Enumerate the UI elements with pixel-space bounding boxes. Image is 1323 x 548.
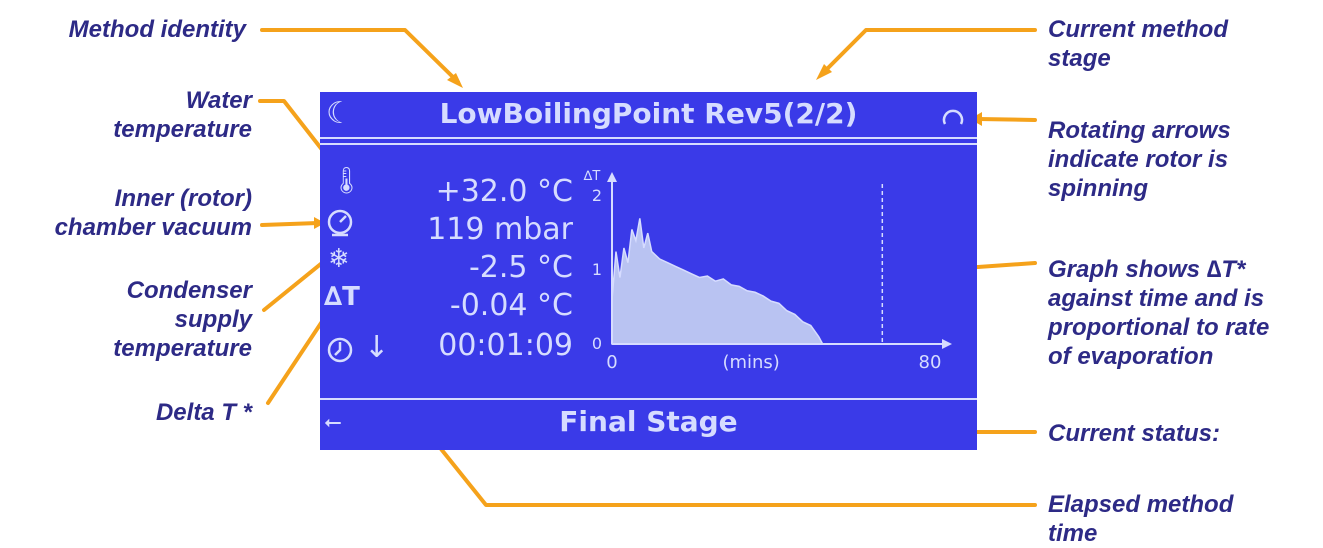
x-tick-label: 80 xyxy=(919,352,942,373)
delta-t-icon: ∆T xyxy=(324,282,360,312)
title-rule-top xyxy=(320,137,977,139)
label-delta-t: Delta T * xyxy=(155,399,252,426)
leader-inner-vacuum xyxy=(260,221,320,227)
down-arrow-icon: ↓ xyxy=(364,330,390,365)
leader-rotating xyxy=(976,117,1037,122)
elapsed-time-value: 00:01:09 xyxy=(438,328,573,363)
arrowhead-inner-vacuum xyxy=(314,217,325,229)
status-rule xyxy=(320,398,977,400)
label-graph-shows: Graph shows ∆T* against time and is prop… xyxy=(1048,256,1270,370)
label-condenser: Condenser supply temperature xyxy=(113,277,252,362)
rotating-arrows-icon xyxy=(942,109,964,125)
label-method-identity: Method identity xyxy=(68,16,246,43)
leader-current-stage xyxy=(820,28,1037,76)
leader-method-identity xyxy=(260,28,460,84)
vacuum-value: 119 mbar xyxy=(427,212,573,247)
label-rotating-arrows: Rotating arrows indicate rotor is spinni… xyxy=(1048,117,1231,202)
arrowhead-current-stage xyxy=(816,64,832,80)
label-elapsed-time: Elapsed method time xyxy=(1048,491,1234,547)
label-current-stage: Current method stage xyxy=(1048,16,1228,72)
usb-icon: ⭠ xyxy=(324,410,342,435)
label-current-status: Current status: xyxy=(1048,420,1221,447)
y-axis-arrow xyxy=(607,172,617,182)
y-axis-label: ∆T xyxy=(583,169,601,184)
y-tick-label: 1 xyxy=(592,260,602,279)
x-tick-label: 0 xyxy=(606,352,617,373)
status-text: Final Stage xyxy=(559,405,738,438)
arrowhead-method-identity xyxy=(447,73,463,88)
label-inner-vacuum: Inner (rotor) chamber vacuum xyxy=(54,185,252,241)
x-axis-arrow xyxy=(942,339,952,349)
condenser-temp-value: -2.5 °C xyxy=(468,250,573,285)
y-tick-label: 2 xyxy=(592,186,602,205)
y-tick-label: 0 xyxy=(592,334,602,353)
title-rule-bottom xyxy=(320,143,977,145)
series-area xyxy=(611,218,824,345)
method-title: LowBoilingPoint Rev5(2/2) xyxy=(439,97,858,130)
delta-t-value: -0.04 °C xyxy=(449,288,573,323)
water-temp-value: +32.0 °C xyxy=(435,174,573,209)
thermometer-icon: 🌡 xyxy=(330,166,364,196)
device-screen: ☾ LowBoilingPoint Rev5(2/2) 🌡 ❄ ∆T +32.0… xyxy=(320,92,977,450)
delta-t-chart: 0 1 2 0 80 (mins) ∆T xyxy=(583,169,952,373)
vacuum-gauge-icon xyxy=(327,209,353,237)
moon-icon: ☾ xyxy=(326,96,353,131)
clock-icon xyxy=(327,337,353,363)
leader-water-temp xyxy=(258,99,336,167)
label-water-temperature: Water temperature xyxy=(113,87,252,143)
snowflake-icon: ❄ xyxy=(328,244,350,274)
x-axis-label: (mins) xyxy=(722,352,779,373)
